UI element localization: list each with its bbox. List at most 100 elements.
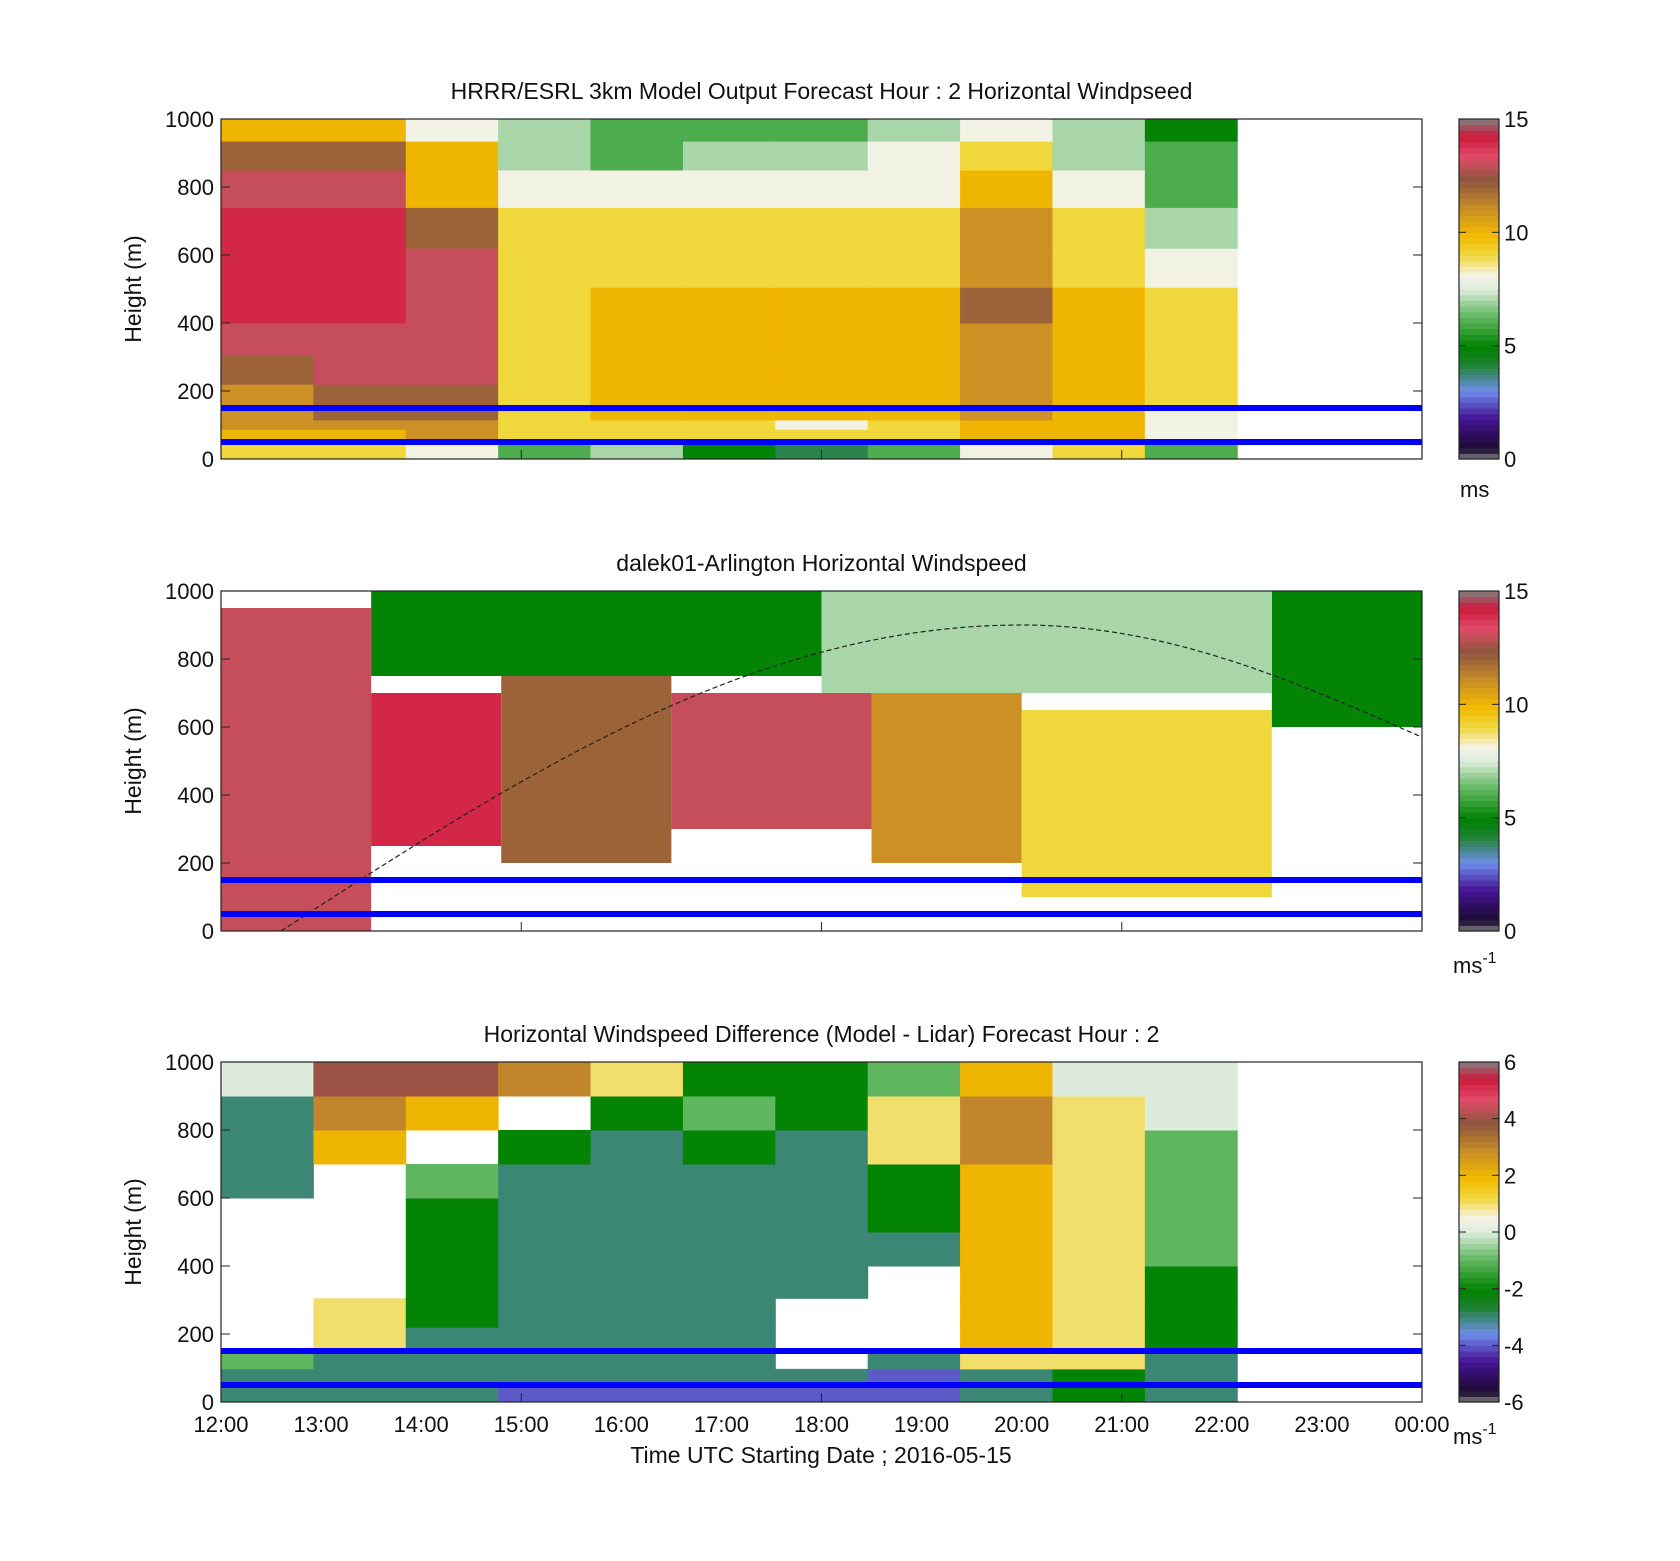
heatmap-cell [1144,141,1238,171]
colorbar-swatch [1459,1311,1499,1318]
lidar-title: dalek01-Arlington Horizontal Windspeed [616,550,1026,576]
colorbar-swatch [1459,158,1499,165]
heatmap-cell [498,1130,592,1165]
colorbar-swatch [1459,1334,1499,1341]
heatmap-cell [867,170,961,208]
heatmap-cell [1144,1368,1238,1385]
heatmap-cell [590,384,684,407]
model-title: HRRR/ESRL 3km Model Output Forecast Hour… [451,78,1193,104]
colorbar-swatch [1459,1237,1499,1244]
colorbar-swatch [1459,232,1499,239]
heatmap-cell [867,1368,961,1385]
heatmap-cell [221,1096,314,1131]
heatmap-cell [590,355,684,385]
y-tick-label: 400 [177,311,214,336]
heatmap-cell [867,419,961,430]
heatmap-cell [221,1164,314,1199]
colorbar-swatch [1459,868,1499,875]
colorbar-swatch [1459,1328,1499,1335]
x-axis-label: Time UTC Starting Date ; 2016-05-15 [630,1442,1011,1468]
heatmap-region [821,591,1272,693]
heatmap-cell [1144,170,1238,208]
x-tick-label: 18:00 [794,1412,849,1437]
heatmap-cell [221,287,314,324]
heatmap-cell [960,1351,1053,1370]
colorbar-swatch [1459,1305,1499,1312]
heatmap-cell [221,141,314,171]
colorbar-swatch [1459,1096,1499,1103]
heatmap-cell [1052,207,1146,249]
colorbar-swatch [1459,277,1499,284]
heatmap-cell [313,141,407,171]
heatmap-cell [682,1130,776,1165]
colorbar-swatch [1459,1135,1499,1142]
colorbar-swatch [1459,783,1499,790]
colorbar-swatch [1459,1113,1499,1120]
heatmap-cell [498,323,592,356]
heatmap-cell [313,248,407,288]
heatmap-cell [313,355,407,385]
colorbar-swatch [1459,823,1499,830]
heatmap-cell [405,287,499,324]
y-tick-label: 600 [177,715,214,740]
y-tick-label: 1000 [165,1050,214,1075]
colorbar-swatch [1459,715,1499,722]
heatmap-cell [775,429,869,442]
colorbar-swatch [1459,260,1499,267]
heatmap-cell [1052,248,1146,288]
heatmap-cell [221,207,314,249]
x-tick-label: 16:00 [594,1412,649,1437]
colorbar-swatch [1459,181,1499,188]
colorbar-swatch [1459,902,1499,909]
heatmap-cell [221,323,314,356]
heatmap-cell [590,1351,684,1370]
colorbar-swatch [1459,385,1499,392]
heatmap-cell [1144,1266,1238,1299]
model-heatmap-cells [221,119,1238,460]
heatmap-cell [405,141,499,171]
heatmap-cell [960,287,1053,324]
model-colorbar-unit: ms [1460,477,1489,502]
colorbar-swatch [1459,721,1499,728]
colorbar-swatch [1459,1101,1499,1108]
colorbar-swatch [1459,204,1499,211]
colorbar-swatch [1459,834,1499,841]
colorbar-swatch [1459,1175,1499,1182]
y-tick-label: 0 [202,447,214,472]
heatmap-cell [1052,1232,1146,1267]
colorbar-swatch [1459,919,1499,926]
y-tick-label: 400 [177,1254,214,1279]
lidar-axis-ticks: 0 200 400 600 800 1000 [165,579,1422,944]
heatmap-cell [498,1232,592,1267]
colorbar-tick-label: 0 [1504,919,1516,944]
heatmap-cell [1144,384,1238,407]
heatmap-cell [221,1062,314,1097]
colorbar-swatch [1459,1169,1499,1176]
heatmap-cell [867,119,961,142]
heatmap-cell [682,1096,776,1131]
heatmap-cell [405,1096,499,1131]
heatmap-cell [682,1327,776,1352]
colorbar-swatch [1459,1198,1499,1205]
heatmap-cell [405,248,499,288]
heatmap-cell [960,1232,1053,1267]
colorbar-swatch [1459,761,1499,768]
colorbar-swatch [1459,238,1499,245]
colorbar-swatch [1459,453,1499,460]
heatmap-cell [590,170,684,208]
difference-ylabel: Height (m) [120,1178,146,1285]
heatmap-cell [682,1062,776,1097]
heatmap-cell [498,248,592,288]
heatmap-cell [682,287,776,324]
heatmap-cell [775,1198,869,1233]
heatmap-cell [1144,419,1238,430]
colorbar-swatch [1459,806,1499,813]
colorbar-swatch [1459,413,1499,420]
colorbar-swatch [1459,1084,1499,1091]
heatmap-cell [1052,1266,1146,1299]
heatmap-cell [867,1164,961,1199]
colorbar-swatch [1459,693,1499,700]
heatmap-cell [960,1298,1053,1328]
colorbar-swatch [1459,642,1499,649]
heatmap-region [671,693,872,829]
